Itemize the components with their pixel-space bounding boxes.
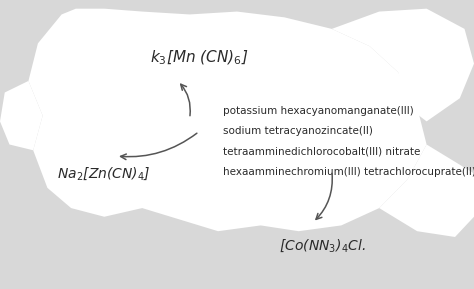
Text: k$_3$[Mn (CN)$_6$]: k$_3$[Mn (CN)$_6$] xyxy=(150,49,248,67)
Polygon shape xyxy=(332,9,474,121)
Polygon shape xyxy=(28,9,427,231)
Text: [Co(NN$_3$)$_4$Cl.: [Co(NN$_3$)$_4$Cl. xyxy=(279,237,365,254)
Text: potassium hexacyanomanganate(III): potassium hexacyanomanganate(III) xyxy=(223,106,413,116)
Text: Na$_2$[Zn(CN)$_4$]: Na$_2$[Zn(CN)$_4$] xyxy=(57,165,151,182)
Polygon shape xyxy=(379,144,474,237)
Text: sodium tetracyanozincate(II): sodium tetracyanozincate(II) xyxy=(223,127,373,136)
Polygon shape xyxy=(0,81,43,150)
Text: hexaamminechromium(III) tetrachlorocuprate(II): hexaamminechromium(III) tetrachlorocupra… xyxy=(223,167,474,177)
Text: tetraamminedichlorocobalt(III) nitrate: tetraamminedichlorocobalt(III) nitrate xyxy=(223,147,420,157)
